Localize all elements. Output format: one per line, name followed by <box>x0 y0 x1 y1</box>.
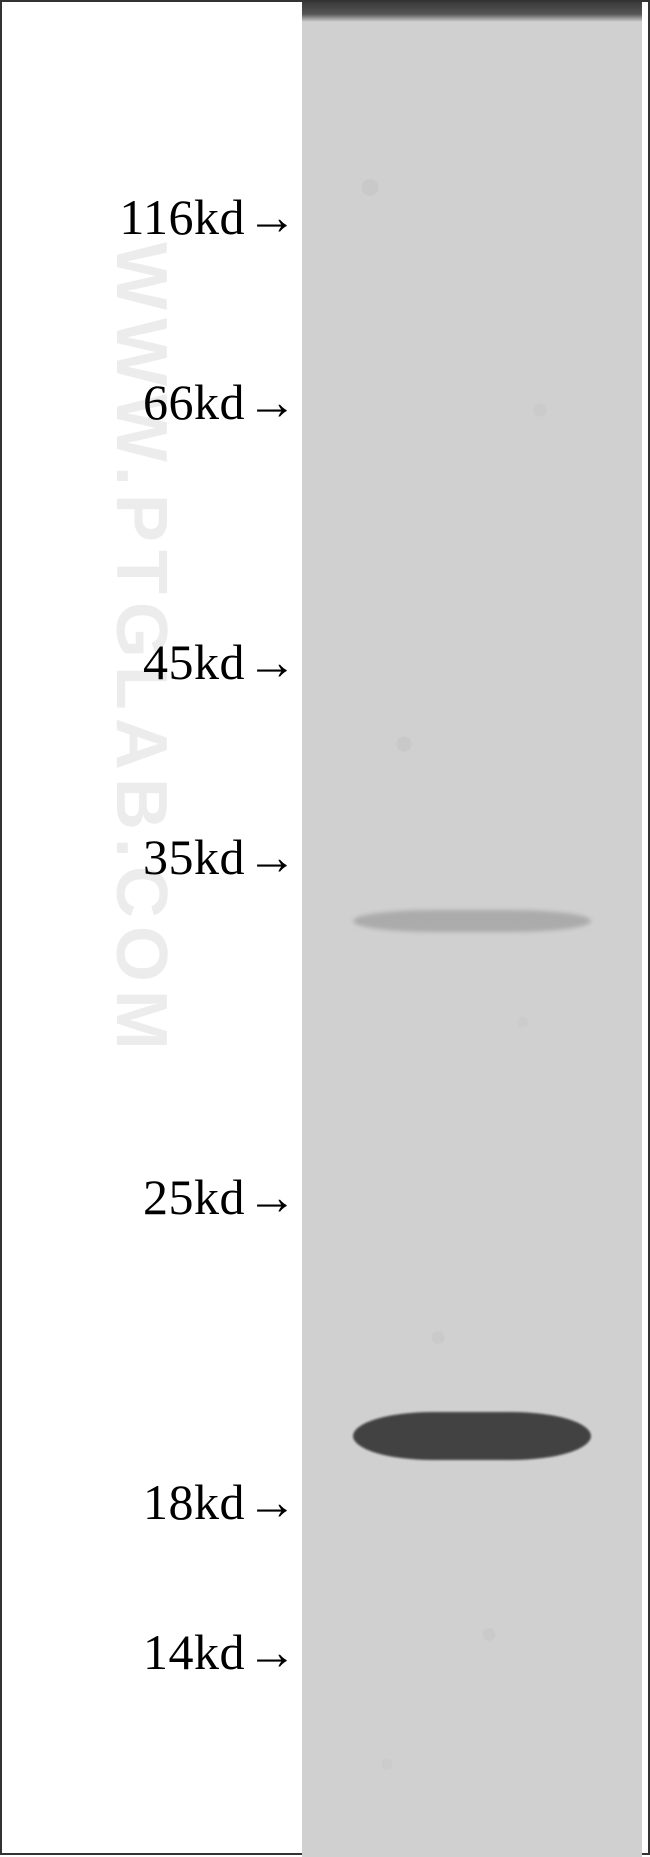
arrow-right-icon: → <box>247 1623 297 1681</box>
arrow-right-icon: → <box>247 1473 297 1531</box>
arrow-right-icon: → <box>247 828 297 886</box>
blot-lane <box>302 2 642 1857</box>
mw-marker-label: 35kd <box>143 828 245 886</box>
mw-marker-label: 18kd <box>143 1473 245 1531</box>
mw-marker-label: 14kd <box>143 1623 245 1681</box>
mw-marker-label: 66kd <box>143 373 245 431</box>
blot-container: WWW.PTGLAB.COM 116kd → 66kd → 45kd → 35k… <box>0 0 650 1855</box>
mw-marker-18kd: 18kd → <box>2 1472 297 1532</box>
arrow-right-icon: → <box>247 188 297 246</box>
protein-band-faint <box>353 910 591 932</box>
lane-top-dark-band <box>302 2 642 22</box>
mw-marker-label: 116kd <box>119 188 245 246</box>
mw-marker-66kd: 66kd → <box>2 372 297 432</box>
protein-band-main <box>353 1412 591 1460</box>
mw-marker-25kd: 25kd → <box>2 1167 297 1227</box>
arrow-right-icon: → <box>247 633 297 691</box>
mw-marker-45kd: 45kd → <box>2 632 297 692</box>
mw-marker-label: 25kd <box>143 1168 245 1226</box>
arrow-right-icon: → <box>247 1168 297 1226</box>
arrow-right-icon: → <box>247 373 297 431</box>
mw-marker-116kd: 116kd → <box>2 187 297 247</box>
mw-marker-35kd: 35kd → <box>2 827 297 887</box>
mw-marker-label: 45kd <box>143 633 245 691</box>
mw-marker-14kd: 14kd → <box>2 1622 297 1682</box>
